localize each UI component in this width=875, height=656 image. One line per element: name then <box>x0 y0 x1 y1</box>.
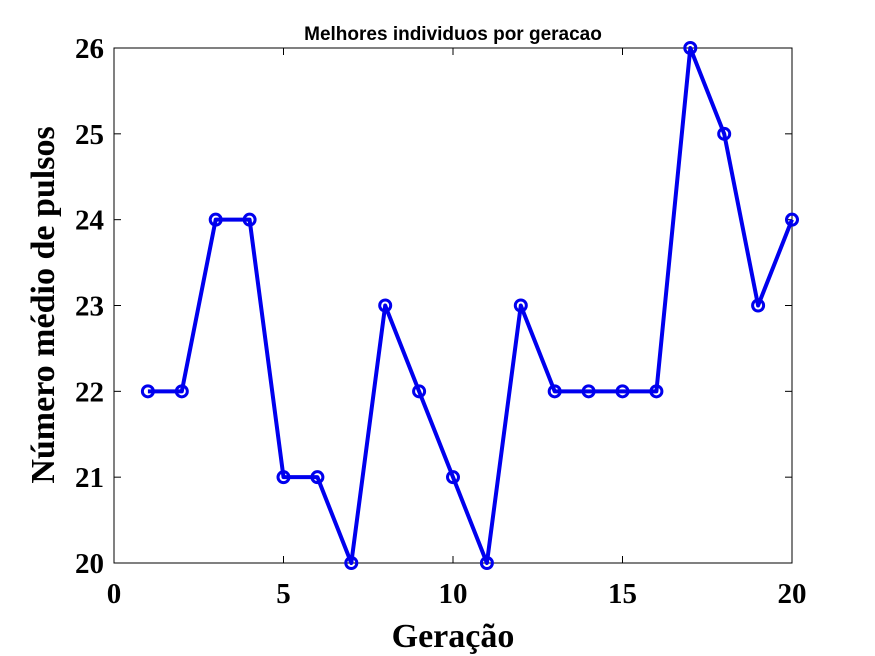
x-tick-label: 15 <box>608 578 637 610</box>
data-point <box>242 212 257 227</box>
y-tick-label: 22 <box>75 376 104 408</box>
data-point <box>751 298 766 313</box>
data-point <box>513 298 528 313</box>
y-tick-label: 21 <box>75 462 104 494</box>
plot-area <box>113 47 793 564</box>
data-point <box>581 384 596 399</box>
chart-title: Melhores individuos por geracao <box>304 24 602 45</box>
y-tick-label: 23 <box>75 291 104 323</box>
y-tick-label: 26 <box>75 33 104 65</box>
series-markers <box>140 41 799 570</box>
x-tick-label: 0 <box>107 578 122 610</box>
y-axis-label: Número médio de pulsos <box>25 126 62 483</box>
data-point <box>717 126 732 141</box>
data-point <box>140 384 155 399</box>
data-point <box>649 384 664 399</box>
data-point <box>276 470 291 485</box>
x-axis-label: Geração <box>392 618 515 655</box>
data-point <box>615 384 630 399</box>
data-point <box>446 470 460 485</box>
data-point <box>344 556 359 570</box>
x-tick-label: 20 <box>778 578 807 610</box>
series-line <box>147 46 794 565</box>
data-point <box>785 212 799 227</box>
data-point <box>683 41 698 55</box>
data-point <box>378 298 393 313</box>
data-point <box>208 212 223 227</box>
data-point <box>479 556 494 570</box>
x-axis: 0 5 10 15 20 <box>107 48 807 610</box>
y-tick-label: 25 <box>75 119 104 151</box>
y-tick-label: 24 <box>75 205 104 237</box>
data-point <box>310 470 325 485</box>
data-point <box>547 384 562 399</box>
y-axis: 20 21 22 23 24 25 26 <box>75 33 792 580</box>
data-point <box>412 384 427 399</box>
x-tick-label: 10 <box>439 578 468 610</box>
y-tick-label: 20 <box>75 548 104 580</box>
x-tick-label: 5 <box>276 578 291 610</box>
data-point <box>174 384 189 399</box>
